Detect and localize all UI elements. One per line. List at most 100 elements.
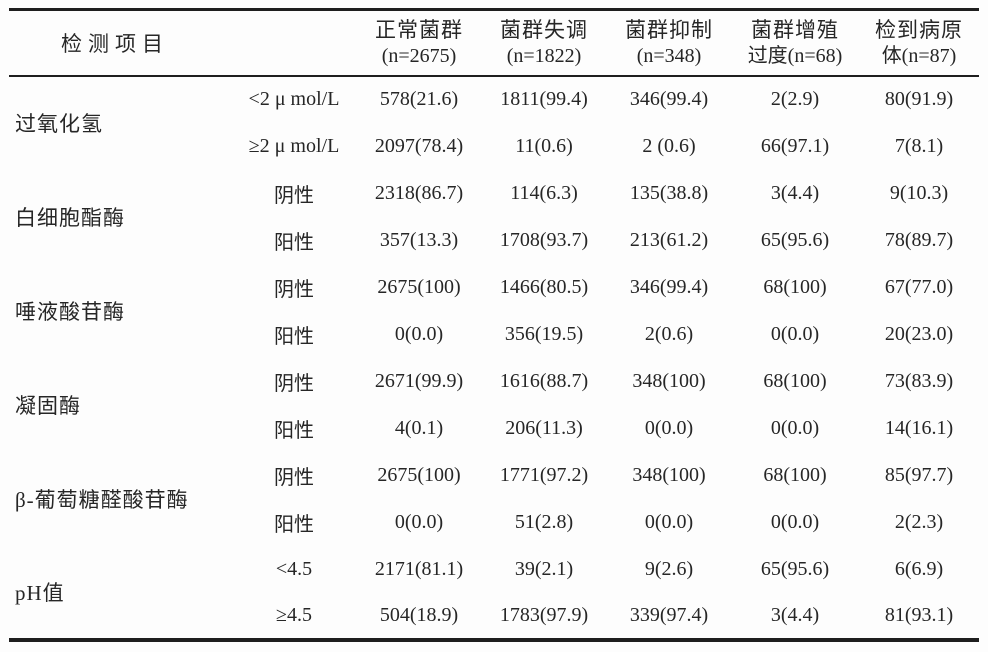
header-line1: 菌群失调 — [500, 17, 588, 42]
cell-value: 0(0.0) — [644, 416, 694, 439]
header-row: 检测项目 正常菌群 (n=2675) 菌群失调 (n=1822) 菌群抑制 (n… — [9, 10, 979, 76]
row-sub-label: 阳性 — [274, 325, 314, 348]
row-sub-label: 阳性 — [274, 513, 314, 536]
cell-value: 206(11.3) — [505, 416, 583, 439]
column-header-normal-flora: 正常菌群 (n=2675) — [357, 10, 481, 76]
row-sub-label: 阴性 — [274, 184, 314, 207]
header-line1: 菌群增殖 — [751, 17, 839, 42]
header-line1: 菌群抑制 — [625, 17, 713, 42]
column-header-suppression: 菌群抑制 (n=348) — [607, 10, 731, 76]
cell-value: 1708(93.7) — [499, 228, 589, 251]
results-table: 检测项目 正常菌群 (n=2675) 菌群失调 (n=1822) 菌群抑制 (n… — [9, 8, 979, 642]
column-header-dysbiosis: 菌群失调 (n=1822) — [481, 10, 607, 76]
cell-value: 2675(100) — [377, 463, 461, 486]
results-table-container: 检测项目 正常菌群 (n=2675) 菌群失调 (n=1822) 菌群抑制 (n… — [9, 8, 979, 642]
cell-value: 85(97.7) — [884, 463, 954, 486]
cell-value: 2(2.3) — [894, 510, 944, 533]
cell-value: 0(0.0) — [394, 322, 444, 345]
cell-value: 2097(78.4) — [374, 134, 464, 157]
cell-value: 51(2.8) — [514, 510, 574, 533]
row-sub-label: 阳性 — [274, 419, 314, 442]
table-row: 阳性 0(0.0) 356(19.5) 2(0.6) 0(0.0) 20(23.… — [9, 311, 979, 358]
cell-value: 0(0.0) — [770, 322, 820, 345]
cell-value: 4(0.1) — [394, 416, 444, 439]
table-row: ≥4.5 504(18.9) 1783(97.9) 339(97.4) 3(4.… — [9, 593, 979, 640]
table-row: 阳性 4(0.1) 206(11.3) 0(0.0) 0(0.0) 14(16.… — [9, 405, 979, 452]
cell-value: 68(100) — [763, 463, 827, 486]
row-sub-label: 阴性 — [274, 372, 314, 395]
cell-value: 80(91.9) — [884, 88, 954, 110]
header-line1: 正常菌群 — [375, 17, 463, 42]
table-row: 阳性 357(13.3) 1708(93.7) 213(61.2) 65(95.… — [9, 217, 979, 264]
row-item-label: 白细胞酯酶 — [15, 205, 125, 230]
cell-value: 339(97.4) — [629, 603, 709, 626]
row-item-label: 唾液酸苷酶 — [15, 299, 125, 324]
cell-value: 357(13.3) — [379, 228, 459, 251]
table-row: pH值 <4.5 2171(81.1) 39(2.1) 9(2.6) 65(95… — [9, 546, 979, 605]
cell-value: 0(0.0) — [394, 510, 444, 533]
cell-value: 67(77.0) — [884, 275, 954, 298]
cell-value: 2171(81.1) — [374, 557, 464, 580]
row-item-label: pH值 — [15, 580, 65, 605]
row-item-label: 凝固酶 — [15, 393, 81, 418]
cell-value: 0(0.0) — [770, 510, 820, 533]
header-line2: 过度(n=68) — [747, 44, 843, 67]
cell-value: 504(18.9) — [379, 603, 459, 626]
cell-value: 6(6.9) — [894, 557, 944, 580]
header-line2: (n=348) — [636, 44, 702, 67]
cell-value: 2(0.6) — [644, 322, 694, 345]
row-item-label: β-葡萄糖醛酸苷酶 — [15, 487, 189, 512]
column-header-item: 检测项目 — [61, 31, 169, 56]
cell-value: 348(100) — [632, 369, 706, 392]
row-sub-label: ≥2 μ mol/L — [248, 134, 340, 157]
cell-value: 3(4.4) — [770, 181, 820, 204]
table-row: ≥2 μ mol/L 2097(78.4) 11(0.6) 2 (0.6) 66… — [9, 123, 979, 170]
cell-value: 0(0.0) — [770, 416, 820, 439]
cell-value: 1616(88.7) — [499, 369, 589, 392]
header-line2: (n=2675) — [381, 44, 457, 67]
cell-value: 356(19.5) — [504, 322, 584, 345]
cell-value: 1466(80.5) — [499, 275, 589, 298]
cell-value: 1783(97.9) — [499, 603, 589, 626]
cell-value: 66(97.1) — [760, 134, 830, 157]
cell-value: 3(4.4) — [770, 603, 820, 626]
cell-value: 65(95.6) — [760, 557, 830, 580]
row-sub-label: <2 μ mol/L — [248, 88, 340, 110]
row-sub-label: ≥4.5 — [276, 603, 312, 626]
cell-value: 114(6.3) — [510, 181, 578, 204]
row-sub-label: 阳性 — [274, 231, 314, 254]
cell-value: 346(99.4) — [629, 275, 709, 298]
cell-value: 68(100) — [763, 369, 827, 392]
cell-value: 2 (0.6) — [642, 134, 696, 157]
cell-value: 1811(99.4) — [500, 88, 588, 110]
table-row: 凝固酶 阴性 2671(99.9) 1616(88.7) 348(100) 68… — [9, 358, 979, 418]
cell-value: 9(2.6) — [644, 557, 694, 580]
table-row: 白细胞酯酶 阴性 2318(86.7) 114(6.3) 135(38.8) 3… — [9, 170, 979, 230]
cell-value: 135(38.8) — [629, 181, 709, 204]
table-row: 阳性 0(0.0) 51(2.8) 0(0.0) 0(0.0) 2(2.3) — [9, 499, 979, 546]
cell-value: 20(23.0) — [884, 322, 954, 345]
cell-value: 213(61.2) — [629, 228, 709, 251]
header-line2: 体(n=87) — [881, 44, 957, 67]
cell-value: 68(100) — [763, 275, 827, 298]
column-header-overgrowth: 菌群增殖 过度(n=68) — [731, 10, 859, 76]
cell-value: 65(95.6) — [760, 228, 830, 251]
cell-value: 7(8.1) — [894, 134, 944, 157]
cell-value: 78(89.7) — [884, 228, 954, 251]
cell-value: 2671(99.9) — [374, 369, 464, 392]
cell-value: 2318(86.7) — [374, 181, 464, 204]
cell-value: 346(99.4) — [629, 88, 709, 110]
cell-value: 81(93.1) — [884, 603, 954, 626]
cell-value: 9(10.3) — [889, 181, 949, 204]
cell-value: 0(0.0) — [644, 510, 694, 533]
row-item-label: 过氧化氢 — [15, 112, 103, 136]
cell-value: 348(100) — [632, 463, 706, 486]
cell-value: 39(2.1) — [514, 557, 574, 580]
row-sub-label: <4.5 — [275, 557, 313, 580]
cell-value: 1771(97.2) — [499, 463, 589, 486]
table-row: 过氧化氢 <2 μ mol/L 578(21.6) 1811(99.4) 346… — [9, 76, 979, 136]
cell-value: 14(16.1) — [884, 416, 954, 439]
header-line2: (n=1822) — [506, 44, 582, 67]
header-line1: 检到病原 — [875, 17, 963, 42]
cell-value: 578(21.6) — [379, 88, 459, 110]
